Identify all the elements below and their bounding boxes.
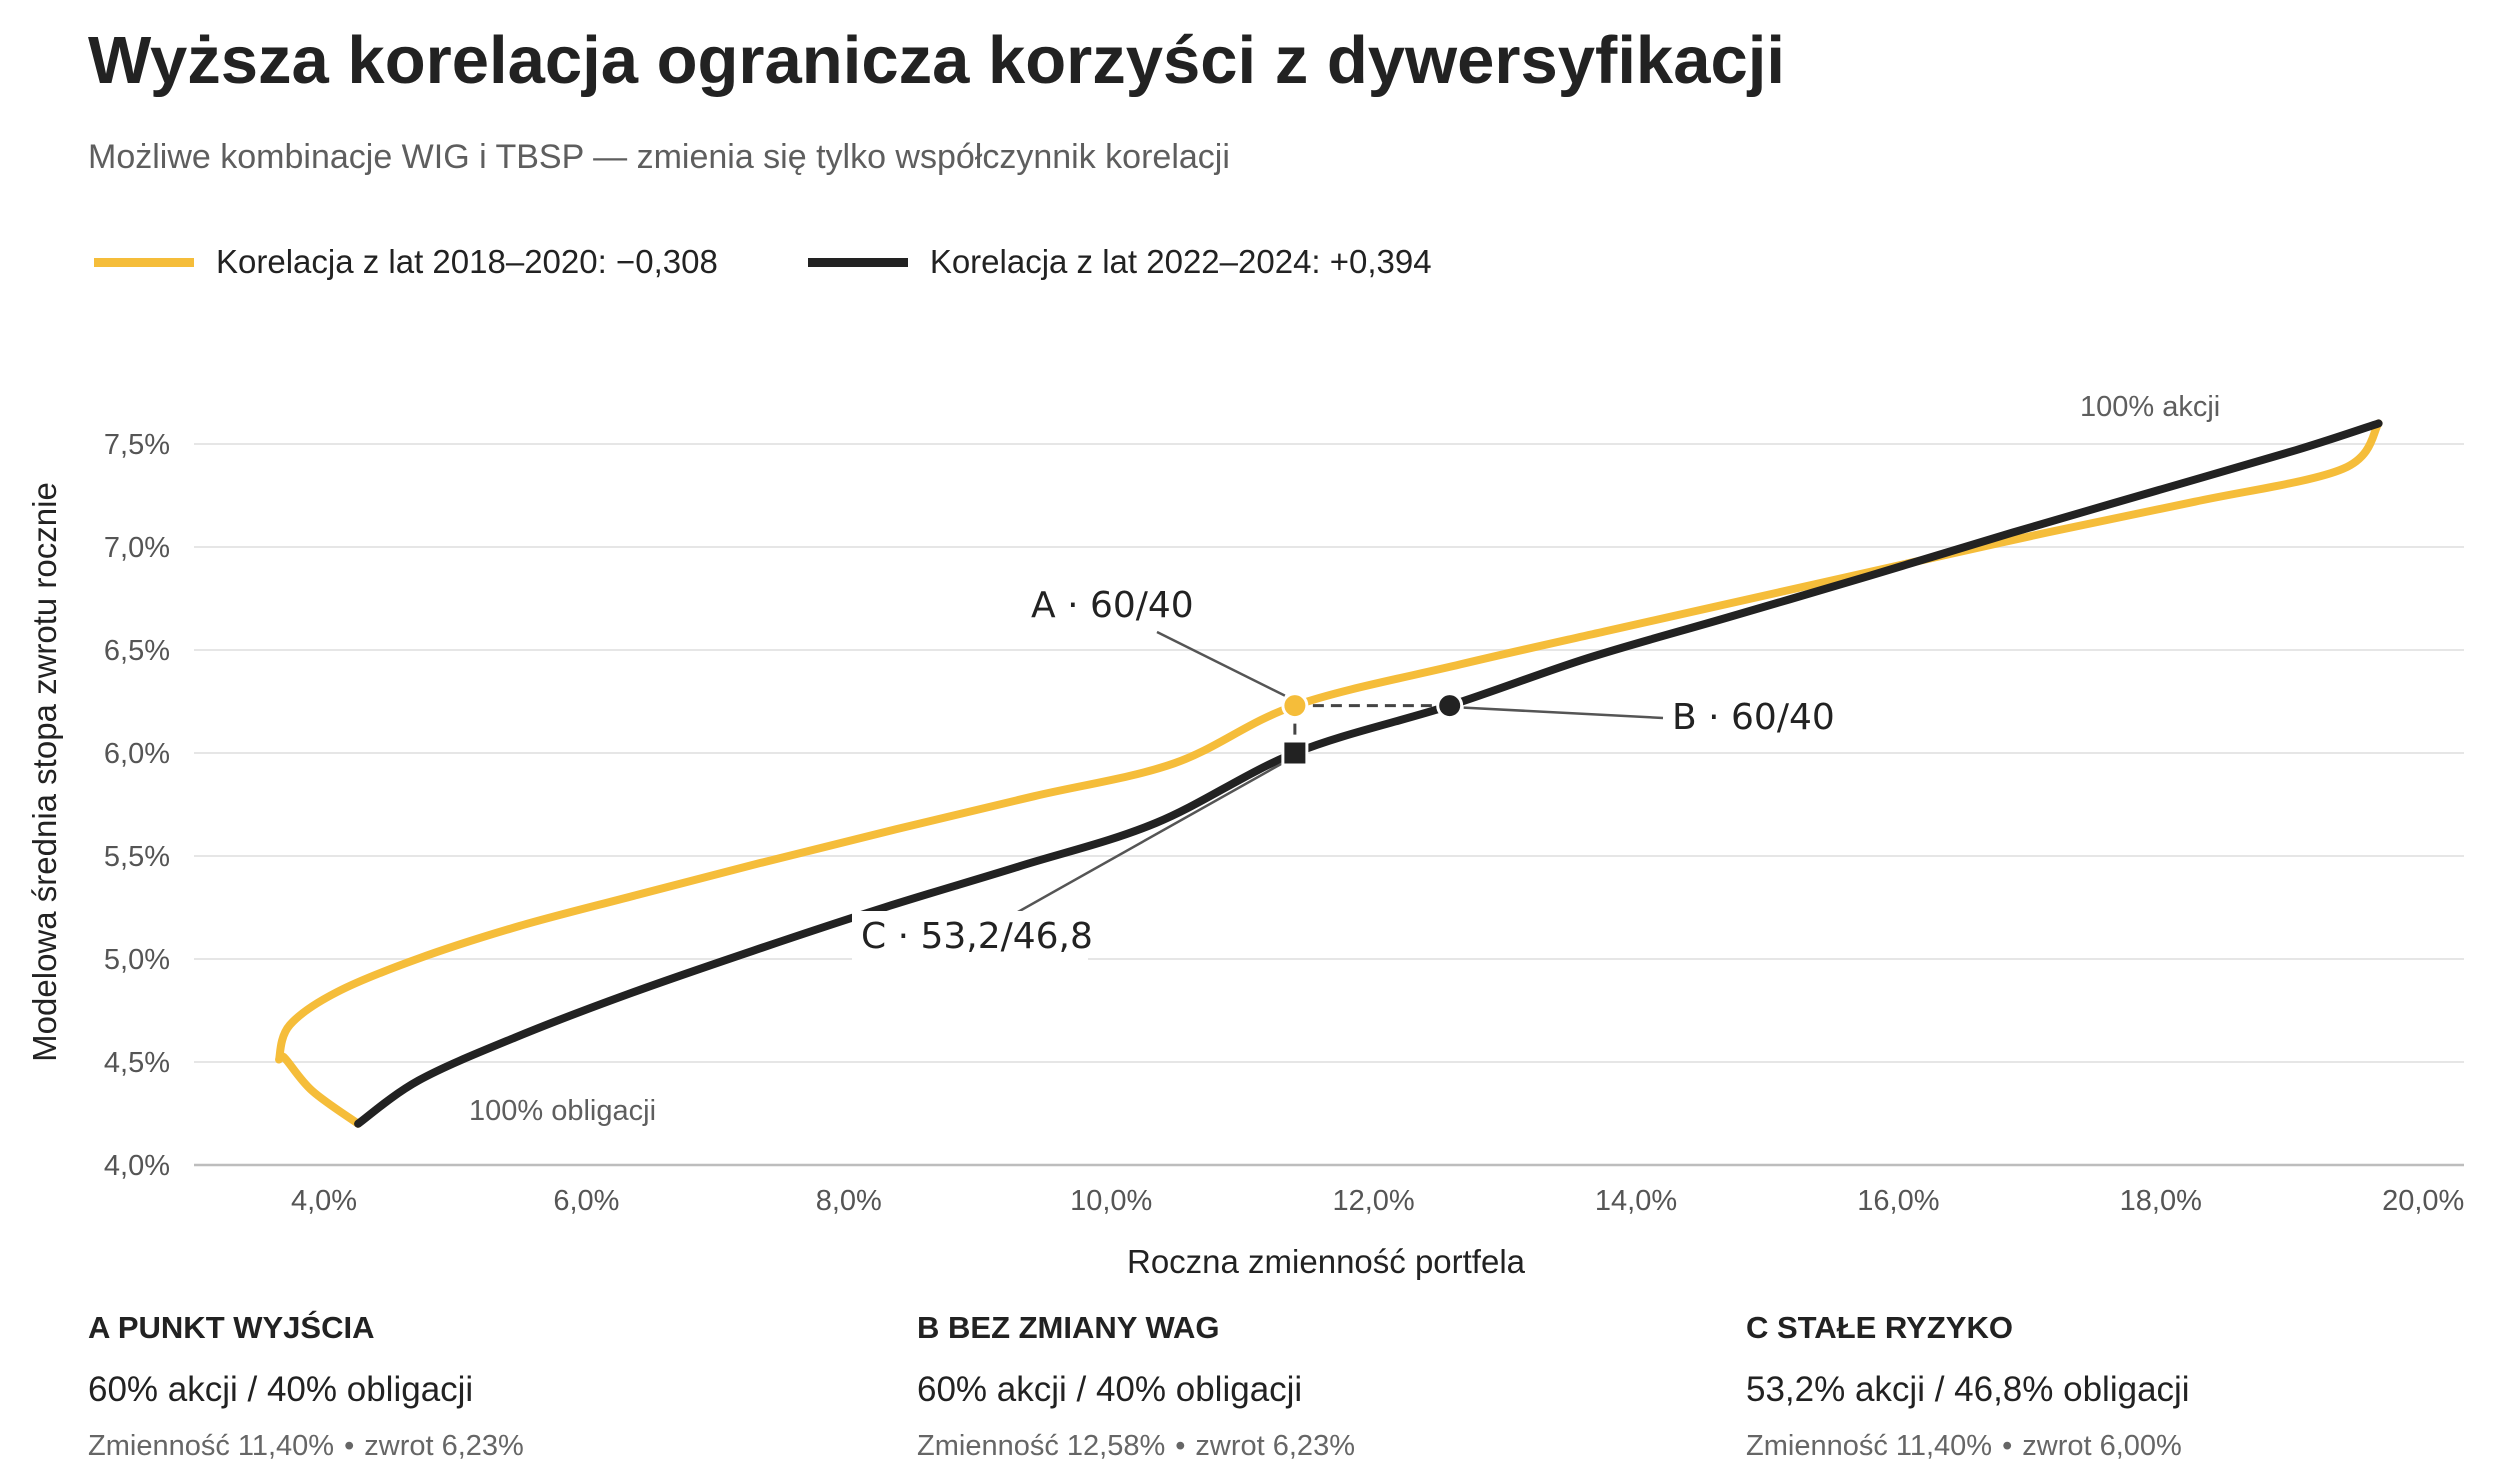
card-return: zwrot 6,00% [2022,1430,2182,1462]
card-heading: B BEZ ZMIANY WAG [917,1310,1220,1345]
card-heading: A PUNKT WYJŚCIA [88,1310,375,1345]
card-allocation: 60% akcji / 40% obligacji [88,1370,474,1409]
legend-swatch-dark [807,257,908,267]
x-axis-title: Roczna zmienność portfela [1127,1243,1526,1280]
marker-a [1281,692,1309,720]
legend-label: Korelacja z lat 2022–2024: +0,394 [929,243,1432,280]
y-tick-label: 5,5% [104,841,170,873]
efficient-frontier-chart: 4,0% 4,5% 5,0% 5,5% 6,0% 6,5% 7,0% 7,5% 4,0% 6,0%… [26,391,2464,1280]
chart-legend: Korelacja z lat 2018–2020: −0,308 Korela… [94,240,1522,284]
scenario-card-a: A PUNKT WYJŚCIA 60% akcji / 40% obligacj… [88,1310,868,1463]
series-line-2022-2024 [354,419,2383,1128]
y-tick-label: 4,5% [104,1047,170,1079]
card-metrics: Zmienność 12,58% • zwrot 6,23% [917,1430,1697,1463]
card-volatility: Zmienność 11,40% [1746,1430,1993,1462]
x-tick-label: 8,0% [816,1185,882,1217]
card-allocation: 60% akcji / 40% obligacji [917,1370,1303,1409]
card-metrics: Zmienność 11,40% • zwrot 6,00% [1746,1430,2511,1463]
marker-b [1436,692,1464,720]
y-tick-label: 6,0% [104,738,170,770]
x-tick-label: 16,0% [1857,1185,1939,1217]
x-tick-label: 6,0% [553,1185,619,1217]
x-tick-label: 4,0% [291,1185,357,1217]
y-tick-label: 7,5% [104,429,170,461]
card-allocation: 53,2% akcji / 46,8% obligacji [1746,1370,2190,1409]
card-return: zwrot 6,23% [1195,1430,1355,1462]
legend-label: Korelacja z lat 2018–2020: −0,308 [216,243,718,280]
marker-label-a: A · 60/40 [1031,585,1194,626]
card-volatility: Zmienność 11,40% [88,1430,335,1462]
leader-line-c [1015,761,1284,915]
leader-line-a [1156,630,1286,697]
scenario-card-b: B BEZ ZMIANY WAG 60% akcji / 40% obligac… [917,1310,1697,1463]
separator: • [344,1430,355,1462]
endpoint-label-stocks: 100% akcji [2080,391,2220,423]
chart-subtitle: Możliwe kombinacje WIG i TBSP — zmienia … [88,138,1230,176]
separator: • [2002,1430,2013,1462]
card-heading: C STAŁE RYZYKO [1746,1310,2013,1345]
card-metrics: Zmienność 11,40% • zwrot 6,23% [88,1430,868,1463]
y-tick-label: 6,5% [104,635,170,667]
y-axis-title: Modelowa średnia stopa zwrotu rocznie [26,482,63,1062]
legend-swatch-yellow [94,257,194,267]
marker-c [1281,739,1309,767]
card-volatility: Zmienność 12,58% [917,1430,1166,1462]
x-tick-label: 18,0% [2120,1185,2202,1217]
x-tick-label: 10,0% [1070,1185,1152,1217]
card-return: zwrot 6,23% [364,1430,524,1462]
marker-label-c-background [852,911,1088,965]
y-tick-label: 5,0% [104,944,170,976]
y-tick-label: 7,0% [104,532,170,564]
series-line-2018-2020 [275,419,2383,1128]
leader-line-b [1463,706,1664,720]
x-tick-label: 20,0% [2382,1185,2464,1217]
legend-item-2018-2020: Korelacja z lat 2018–2020: −0,308 [94,243,718,281]
endpoint-label-bonds: 100% obligacji [469,1095,656,1127]
y-tick-label: 4,0% [104,1150,170,1182]
chart-title: Wyższa korelacja ogranicza korzyści z dy… [88,23,1785,98]
x-tick-label: 12,0% [1332,1185,1414,1217]
marker-label-c: C · 53,2/46,8 [861,916,1093,957]
x-tick-label: 14,0% [1595,1185,1677,1217]
marker-label-b: B · 60/40 [1672,697,1835,738]
scenario-card-c: C STAŁE RYZYKO 53,2% akcji / 46,8% oblig… [1746,1310,2511,1463]
legend-item-2022-2024: Korelacja z lat 2022–2024: +0,394 [807,243,1432,281]
separator: • [1175,1430,1186,1462]
